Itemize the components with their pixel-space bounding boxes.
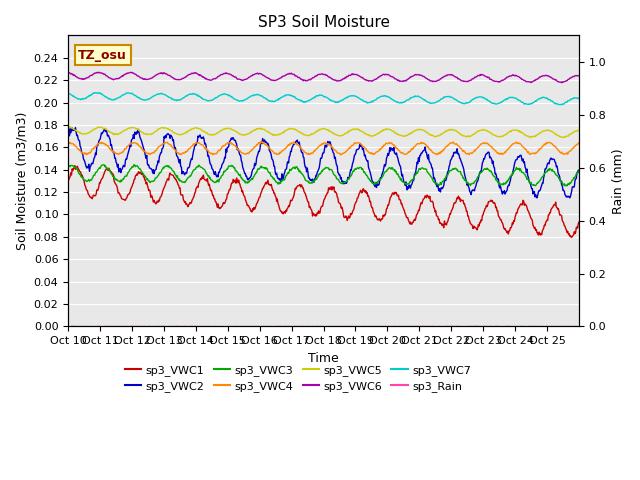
sp3_VWC6 xyxy=(95,69,102,75)
sp3_VWC7 xyxy=(405,96,413,102)
sp3_VWC5 xyxy=(125,125,132,131)
sp3_VWC4 xyxy=(378,145,385,151)
X-axis label: Time: Time xyxy=(308,352,339,365)
sp3_VWC5 xyxy=(405,131,413,137)
sp3_VWC7 xyxy=(264,97,271,103)
sp3_VWC6 xyxy=(264,75,271,81)
sp3_VWC1 xyxy=(71,163,79,168)
sp3_VWC7 xyxy=(95,90,103,96)
sp3_VWC2 xyxy=(377,175,385,180)
sp3_VWC3 xyxy=(377,176,385,182)
sp3_VWC7 xyxy=(558,102,566,108)
sp3_VWC2 xyxy=(244,177,252,183)
sp3_VWC5 xyxy=(219,127,227,132)
sp3_VWC3 xyxy=(124,170,132,176)
sp3_VWC3 xyxy=(131,162,138,168)
sp3_VWC6 xyxy=(558,80,566,85)
sp3_VWC4 xyxy=(243,150,251,156)
Line: sp3_VWC3: sp3_VWC3 xyxy=(68,165,579,186)
sp3_VWC5 xyxy=(575,128,583,133)
sp3_Rain xyxy=(263,324,271,330)
sp3_VWC3 xyxy=(405,180,413,186)
sp3_VWC1 xyxy=(125,192,132,197)
sp3_VWC3 xyxy=(244,179,252,184)
sp3_VWC4 xyxy=(218,144,226,150)
sp3_VWC3 xyxy=(561,183,569,189)
sp3_VWC3 xyxy=(64,163,72,168)
Line: sp3_VWC7: sp3_VWC7 xyxy=(68,93,579,105)
sp3_VWC1 xyxy=(405,219,413,225)
Line: sp3_Rain: sp3_Rain xyxy=(68,326,579,327)
sp3_Rain xyxy=(376,324,383,329)
sp3_VWC6 xyxy=(377,73,385,79)
sp3_VWC6 xyxy=(405,75,413,81)
sp3_VWC2 xyxy=(264,141,271,147)
Line: sp3_VWC6: sp3_VWC6 xyxy=(68,72,579,83)
Y-axis label: Soil Moisture (m3/m3): Soil Moisture (m3/m3) xyxy=(15,112,28,250)
sp3_VWC1 xyxy=(568,234,575,240)
sp3_VWC3 xyxy=(264,166,271,172)
sp3_VWC6 xyxy=(575,73,583,79)
sp3_VWC6 xyxy=(244,75,252,81)
sp3_VWC5 xyxy=(64,124,72,130)
sp3_VWC1 xyxy=(244,203,252,208)
sp3_VWC7 xyxy=(244,95,252,101)
sp3_VWC7 xyxy=(575,96,583,102)
sp3_VWC2 xyxy=(533,195,541,201)
sp3_VWC2 xyxy=(405,182,413,188)
sp3_VWC7 xyxy=(64,90,72,96)
Line: sp3_VWC4: sp3_VWC4 xyxy=(68,142,579,155)
sp3_VWC4 xyxy=(406,148,413,154)
Y-axis label: Rain (mm): Rain (mm) xyxy=(612,148,625,214)
sp3_VWC4 xyxy=(257,139,264,144)
Legend: sp3_VWC1, sp3_VWC2, sp3_VWC3, sp3_VWC4, sp3_VWC5, sp3_VWC6, sp3_VWC7, sp3_Rain: sp3_VWC1, sp3_VWC2, sp3_VWC3, sp3_VWC4, … xyxy=(120,360,476,396)
Text: TZ_osu: TZ_osu xyxy=(78,48,127,61)
sp3_VWC5 xyxy=(377,129,385,135)
sp3_VWC5 xyxy=(264,129,271,134)
sp3_VWC2 xyxy=(219,161,227,167)
sp3_VWC2 xyxy=(575,168,583,173)
Title: SP3 Soil Moisture: SP3 Soil Moisture xyxy=(257,15,390,30)
sp3_Rain xyxy=(64,324,72,329)
sp3_VWC4 xyxy=(337,152,344,158)
sp3_VWC1 xyxy=(219,202,227,208)
sp3_VWC5 xyxy=(66,124,74,130)
Line: sp3_VWC5: sp3_VWC5 xyxy=(68,127,579,137)
sp3_Rain xyxy=(518,323,525,329)
sp3_VWC2 xyxy=(64,134,72,140)
sp3_VWC7 xyxy=(125,90,132,96)
sp3_VWC6 xyxy=(219,72,227,77)
sp3_Rain xyxy=(124,324,132,329)
sp3_VWC1 xyxy=(575,219,583,225)
sp3_VWC4 xyxy=(575,140,583,145)
sp3_Rain xyxy=(575,324,583,329)
sp3_VWC1 xyxy=(64,176,72,182)
sp3_VWC7 xyxy=(219,91,227,97)
sp3_VWC2 xyxy=(72,125,79,131)
sp3_VWC7 xyxy=(377,94,385,100)
sp3_VWC6 xyxy=(64,70,72,75)
sp3_VWC2 xyxy=(125,147,132,153)
sp3_VWC6 xyxy=(125,70,132,76)
sp3_VWC1 xyxy=(264,179,271,185)
sp3_VWC4 xyxy=(64,140,72,146)
sp3_VWC4 xyxy=(124,143,132,149)
sp3_VWC5 xyxy=(244,131,252,137)
sp3_VWC4 xyxy=(264,143,271,149)
Line: sp3_VWC2: sp3_VWC2 xyxy=(68,128,579,198)
sp3_Rain xyxy=(218,324,226,329)
sp3_VWC3 xyxy=(219,172,227,178)
sp3_VWC5 xyxy=(560,134,568,140)
sp3_Rain xyxy=(432,324,440,330)
sp3_Rain xyxy=(243,324,251,329)
sp3_VWC1 xyxy=(377,218,385,224)
Line: sp3_VWC1: sp3_VWC1 xyxy=(68,166,579,237)
sp3_VWC3 xyxy=(575,168,583,174)
sp3_Rain xyxy=(404,324,412,329)
